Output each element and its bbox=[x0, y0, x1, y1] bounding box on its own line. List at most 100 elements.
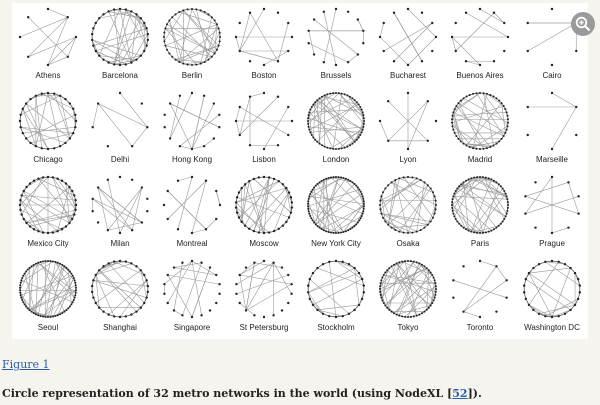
network-edge bbox=[214, 24, 218, 54]
network-node bbox=[434, 282, 437, 285]
network-edge bbox=[235, 207, 246, 226]
network-node bbox=[25, 185, 28, 189]
network-node bbox=[340, 147, 343, 150]
network-edge bbox=[47, 36, 77, 66]
network-node bbox=[272, 229, 276, 233]
network-node bbox=[290, 282, 293, 286]
network-edge bbox=[308, 272, 360, 293]
network-edge bbox=[361, 112, 363, 133]
network-edge bbox=[403, 177, 417, 179]
city-label: Barcelona bbox=[101, 71, 139, 80]
network-node bbox=[526, 105, 529, 109]
network-node bbox=[215, 217, 218, 221]
network-node bbox=[53, 92, 56, 95]
network-edge bbox=[239, 96, 279, 136]
network-node bbox=[190, 91, 194, 95]
network-node bbox=[92, 44, 95, 47]
city-label: Boston bbox=[251, 71, 277, 80]
network-node bbox=[24, 137, 28, 140]
network-circle-graph bbox=[307, 92, 365, 150]
network-node bbox=[168, 19, 171, 22]
network-node bbox=[325, 230, 328, 233]
network-node bbox=[47, 260, 49, 262]
network-node bbox=[318, 142, 321, 145]
figure-link[interactable]: Figure 1 bbox=[2, 358, 50, 371]
network-node bbox=[360, 108, 363, 111]
network-node bbox=[208, 309, 212, 312]
network-node bbox=[451, 201, 454, 204]
network-node bbox=[415, 177, 418, 180]
network-node bbox=[435, 288, 437, 290]
network-node bbox=[314, 101, 317, 104]
network-edge bbox=[538, 313, 559, 317]
city-label: Berlin bbox=[181, 71, 203, 80]
network-node bbox=[503, 21, 506, 25]
network-edge bbox=[453, 112, 462, 142]
network-edge bbox=[21, 177, 44, 215]
network-node bbox=[328, 314, 331, 318]
network-node bbox=[382, 21, 385, 25]
network-node bbox=[325, 177, 328, 180]
network-node bbox=[404, 260, 407, 263]
network-edge bbox=[355, 185, 365, 207]
network-node bbox=[504, 192, 507, 195]
reference-link[interactable]: 52 bbox=[452, 387, 468, 400]
network-node bbox=[307, 210, 310, 213]
network-edge bbox=[239, 274, 247, 311]
network-edge bbox=[169, 92, 193, 139]
network-node bbox=[106, 178, 110, 181]
network-node bbox=[130, 229, 134, 232]
network-node bbox=[68, 137, 72, 140]
network-node bbox=[332, 92, 335, 95]
network-node bbox=[537, 312, 541, 315]
network-edge bbox=[427, 204, 437, 225]
network-edge bbox=[173, 262, 183, 311]
network-edge bbox=[93, 280, 148, 287]
network-node bbox=[94, 21, 97, 25]
network-node bbox=[393, 263, 395, 266]
network-node bbox=[68, 221, 71, 225]
network-node bbox=[309, 215, 312, 218]
network-node bbox=[382, 216, 385, 219]
network-node bbox=[434, 290, 437, 293]
network-node bbox=[277, 179, 280, 183]
network-edge bbox=[451, 36, 481, 66]
network-edge bbox=[25, 103, 71, 139]
network-edge bbox=[22, 108, 49, 150]
network-node bbox=[390, 265, 393, 268]
network-node bbox=[248, 11, 252, 14]
network-edge bbox=[551, 267, 571, 318]
network-node bbox=[382, 191, 385, 194]
network-node bbox=[176, 179, 180, 182]
network-edge bbox=[309, 278, 350, 315]
network-node bbox=[112, 63, 116, 66]
network-edge bbox=[97, 187, 143, 223]
network-node bbox=[452, 279, 455, 282]
network-node bbox=[346, 94, 349, 97]
network-node bbox=[433, 296, 436, 299]
network-node bbox=[454, 21, 457, 25]
network-node bbox=[489, 93, 492, 96]
network-edge bbox=[396, 305, 431, 315]
network-edge bbox=[387, 100, 429, 142]
network-node bbox=[505, 111, 508, 114]
network-edge bbox=[323, 11, 337, 66]
network-node bbox=[455, 104, 458, 107]
network-node bbox=[96, 102, 100, 105]
network-node bbox=[465, 144, 468, 147]
network-node bbox=[433, 195, 436, 198]
network-node bbox=[505, 279, 508, 282]
network-node bbox=[505, 195, 508, 198]
network-edge bbox=[40, 261, 65, 312]
network-edge bbox=[203, 138, 215, 147]
network-node bbox=[130, 145, 134, 148]
network-node bbox=[140, 102, 144, 105]
network-node bbox=[281, 224, 285, 227]
network-node bbox=[73, 296, 76, 299]
network-node bbox=[321, 263, 325, 266]
network-node bbox=[22, 274, 25, 277]
network-edge bbox=[215, 190, 221, 206]
network-node bbox=[166, 23, 169, 26]
zoom-button[interactable] bbox=[571, 12, 595, 36]
network-edge bbox=[456, 105, 491, 148]
